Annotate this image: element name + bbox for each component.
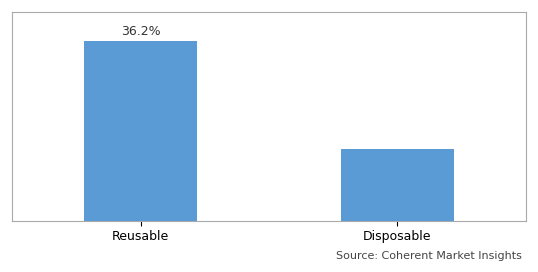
Text: 36.2%: 36.2% (121, 25, 160, 38)
Text: Source: Coherent Market Insights: Source: Coherent Market Insights (336, 251, 522, 261)
Bar (341, 149, 454, 221)
Bar (84, 41, 197, 221)
